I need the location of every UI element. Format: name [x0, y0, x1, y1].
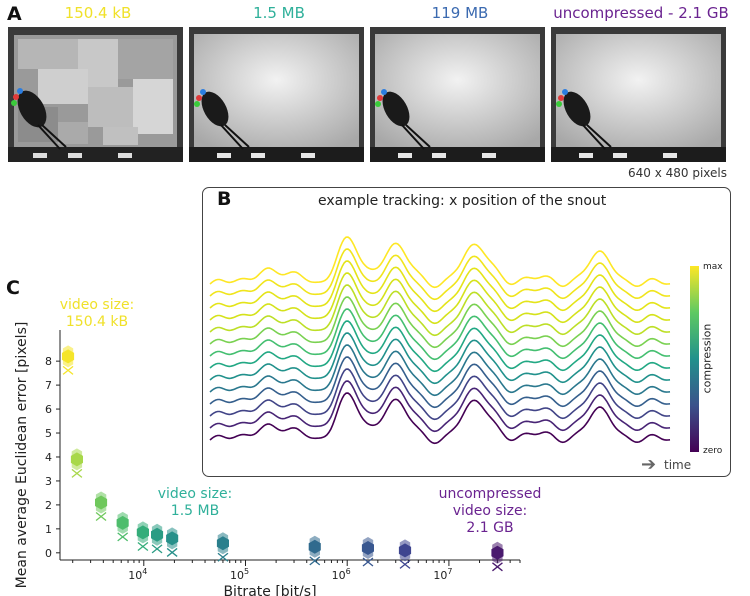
annotation-150kb: video size: 150.4 kB: [42, 297, 152, 331]
colorbar-max-label: max: [703, 262, 723, 272]
tracking-trace-6: [209, 320, 671, 373]
colorbar: [690, 266, 699, 452]
annotation-1-5mb-line1: video size:: [157, 486, 233, 502]
data-point-2: [95, 491, 108, 522]
annotation-150kb-line2: 150.4 kB: [65, 314, 129, 330]
tracking-traces: [209, 236, 671, 445]
x-axis-label: Bitrate [bit/s]: [223, 584, 316, 596]
y-tick-label-6: 6: [45, 403, 52, 416]
annotation-uncompressed-line2: video size:: [452, 503, 528, 519]
y-axis-label: Mean average Euclidean error [pixels]: [14, 322, 30, 589]
y-tick-label-1: 1: [45, 523, 52, 536]
y-tick-label-4: 4: [45, 451, 52, 464]
annotation-1-5mb: video size: 1.5 MB: [140, 486, 250, 520]
tracking-title: example tracking: x position of the snou…: [318, 193, 607, 209]
tracking-trace-1: [209, 380, 671, 433]
error-scatter-chart: 0 1 2 3 4 5 6 7 8 104 105 106 107 Bitrate [bit/s] Mean…: [14, 322, 521, 596]
panel-b-letter: B: [217, 188, 232, 210]
video-frame-119mb: [370, 27, 545, 162]
y-tick-label-2: 2: [45, 499, 52, 512]
data-point-3: [116, 511, 129, 542]
colorbar-min-label: zero: [703, 446, 723, 456]
tracking-trace-13: [209, 236, 671, 289]
time-arrow-icon: ➔: [641, 454, 657, 475]
annotation-uncompressed-line3: 2.1 GB: [466, 520, 514, 536]
tracking-trace-5: [209, 332, 671, 385]
x-tick-label-0: 104: [128, 567, 147, 582]
y-tick-label-3: 3: [45, 475, 52, 488]
x-tick-label-1: 105: [230, 567, 249, 582]
time-label: time: [664, 458, 692, 472]
data-point-11: [491, 541, 504, 572]
data-point-10: [398, 539, 412, 569]
y-tick-label-0: 0: [45, 547, 52, 560]
x-tick-label-3: 107: [433, 567, 452, 582]
tracking-trace-12: [209, 248, 671, 301]
video-frame-150kb: [8, 27, 183, 162]
data-point-0: [62, 345, 75, 375]
annotation-1-5mb-line2: 1.5 MB: [170, 503, 220, 519]
data-point-4: [136, 521, 149, 551]
colorbar-axis-label: compression: [700, 323, 714, 394]
tracking-trace-3: [209, 356, 671, 409]
y-tick-label-8: 8: [45, 355, 52, 368]
y-tick-label-7: 7: [45, 379, 52, 392]
video-label-uncompressed: uncompressed - 2.1 GB: [553, 4, 729, 22]
tracking-trace-9: [209, 284, 671, 337]
tracking-trace-2: [209, 368, 671, 421]
annotation-uncompressed: uncompressed video size: 2.1 GB: [420, 486, 560, 537]
data-point-5: [151, 523, 164, 554]
video-label-150kb: 150.4 kB: [64, 4, 132, 22]
data-point-9: [361, 537, 374, 567]
video-frame-1-5mb: [189, 27, 364, 162]
video-label-119mb: 119 MB: [431, 4, 489, 22]
data-point-1: [70, 448, 83, 478]
tracking-trace-8: [209, 296, 671, 349]
annotation-150kb-line1: video size:: [59, 297, 135, 313]
video-label-1-5mb: 1.5 MB: [253, 4, 305, 22]
tracking-trace-7: [209, 308, 671, 361]
data-point-6: [166, 527, 179, 557]
tracking-trace-11: [209, 260, 671, 313]
video-frame-uncompressed: [551, 27, 726, 162]
data-point-7: [216, 532, 229, 562]
annotation-uncompressed-line1: uncompressed: [438, 486, 542, 502]
tracking-trace-0: [209, 392, 671, 445]
tracking-trace-4: [209, 344, 671, 397]
data-point-8: [308, 535, 321, 566]
y-tick-label-5: 5: [45, 427, 52, 440]
x-tick-label-2: 106: [332, 567, 351, 582]
panel-c-letter: C: [6, 277, 20, 299]
panel-a-letter: A: [7, 3, 22, 25]
resolution-label: 640 x 480 pixels: [628, 166, 728, 180]
tracking-trace-10: [209, 272, 671, 325]
